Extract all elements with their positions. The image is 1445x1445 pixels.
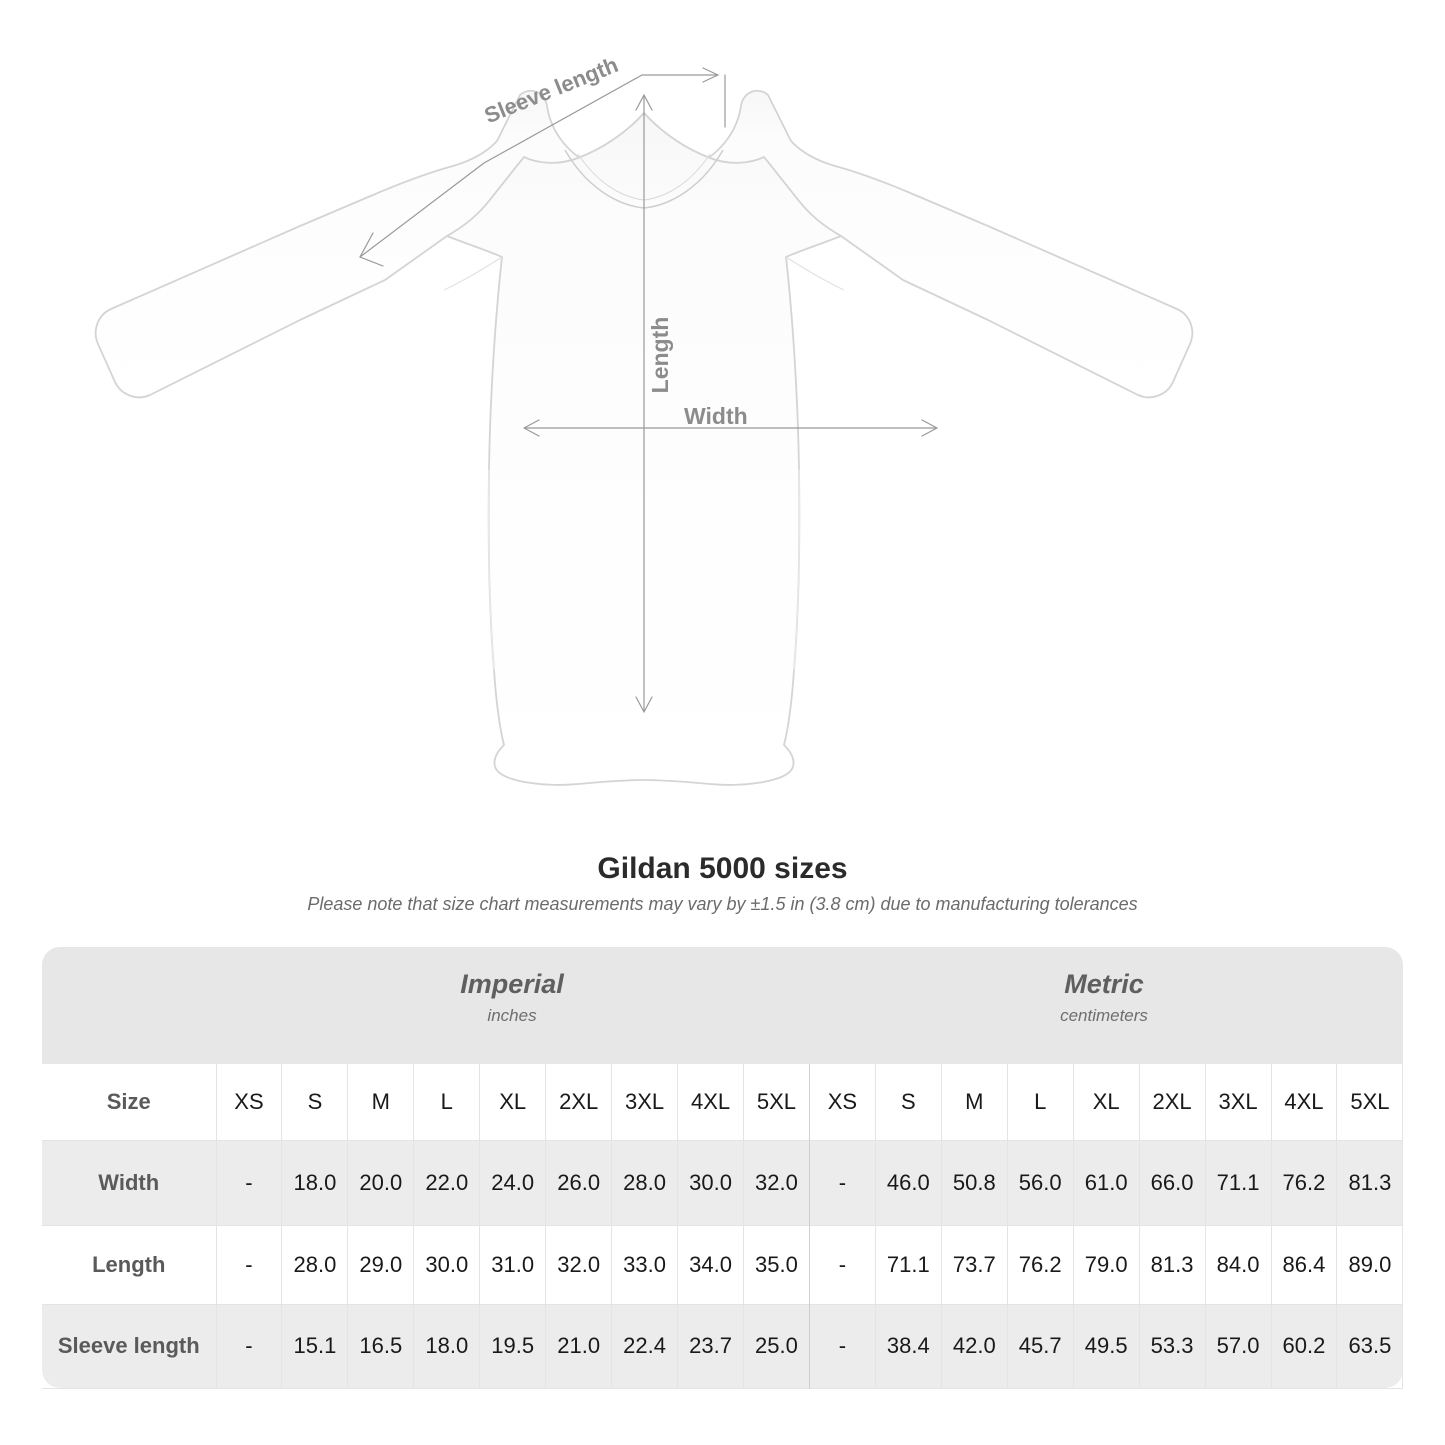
- svg-text:Sleeve length: Sleeve length: [481, 52, 622, 128]
- svg-text:Length: Length: [647, 317, 673, 394]
- svg-text:Width: Width: [684, 403, 748, 429]
